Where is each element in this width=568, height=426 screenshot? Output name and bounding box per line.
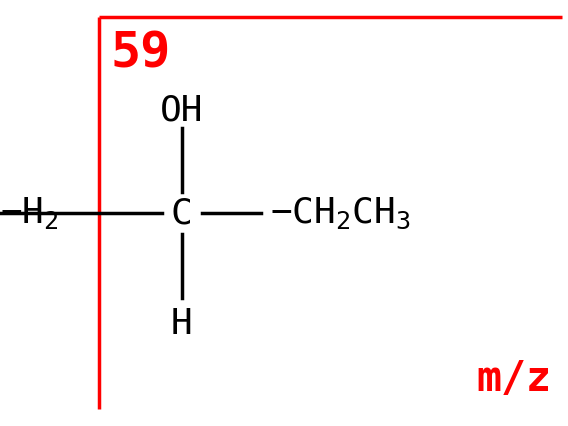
Text: H: H <box>171 307 193 341</box>
Text: 59: 59 <box>111 30 171 78</box>
Text: m/z: m/z <box>476 358 551 400</box>
Text: C: C <box>171 196 193 230</box>
Text: $\mathregular{-CH_2CH_3}$: $\mathregular{-CH_2CH_3}$ <box>270 196 411 230</box>
Text: OH: OH <box>160 94 203 128</box>
Text: $\mathregular{-H_2}$: $\mathregular{-H_2}$ <box>0 195 59 231</box>
